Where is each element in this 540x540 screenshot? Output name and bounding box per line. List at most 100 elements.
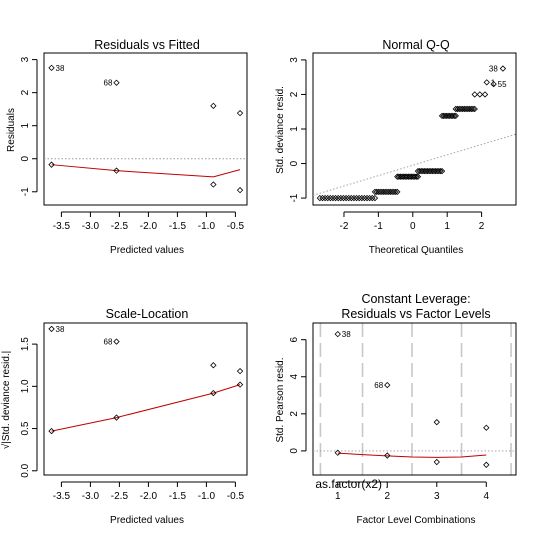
qq-data-point (345, 194, 352, 202)
qq-data-point (452, 112, 459, 120)
scale-location-panel: Scale-Location Predicted values √|Std. d… (0, 307, 248, 526)
qq-data-point (329, 194, 337, 202)
qq-data-point (394, 188, 401, 196)
qq-data-point (413, 173, 420, 180)
qq-point-label: 55 (498, 80, 507, 89)
normal-qq-xlabel: Theoretical Quantiles (369, 245, 464, 256)
qq-y-tick-label: 3 (289, 57, 300, 63)
rfl-point-label: 38 (342, 330, 351, 339)
rfl-data-point (334, 449, 341, 456)
qq-data-point (469, 105, 477, 113)
qq-data-point (378, 188, 385, 196)
rfl-y-tick-label: 2 (289, 411, 300, 417)
sl-x-tick-label: -0.5 (227, 491, 245, 502)
sl-data-point (113, 338, 120, 345)
rvf-y-tick-label: -1 (20, 187, 31, 196)
qq-data-point (385, 188, 392, 196)
qq-x-tick-label: -1 (374, 221, 383, 232)
rvf-data-point (48, 64, 55, 72)
qq-data-point (340, 194, 347, 202)
qq-data-point (438, 167, 446, 175)
rfl-y-tick-label: 6 (289, 336, 300, 342)
qq-data-point (490, 80, 497, 88)
rfl-data-point (433, 419, 440, 426)
qq-reference-line (312, 133, 517, 196)
qq-x-tick-label: 2 (479, 221, 485, 232)
qq-data-point (454, 105, 461, 113)
qq-data-point (342, 194, 350, 202)
qq-data-point (373, 188, 380, 196)
rfl-smooth-line (337, 452, 487, 458)
rvf-x-tick-label: -2.5 (111, 221, 129, 232)
rvf-x-tick-label: -3.0 (82, 221, 100, 232)
qq-data-point (392, 188, 399, 196)
qq-y-tick-label: -1 (289, 193, 300, 202)
rvf-plot-frame (43, 52, 248, 206)
residuals-vs-factor-levels-xlabel: Factor Level Combinations (357, 515, 476, 526)
sl-data-point (236, 381, 244, 388)
residuals-vs-fitted-xlabel: Predicted values (110, 245, 184, 256)
qq-data-point (356, 194, 363, 202)
qq-data-point (461, 105, 468, 113)
sl-x-tick-label: -2.5 (111, 491, 129, 502)
rvf-smooth-line (51, 164, 241, 178)
sl-data-point (48, 427, 55, 435)
rvf-y-tick-label: 0 (20, 156, 31, 162)
qq-data-point (376, 188, 384, 196)
qq-data-point (324, 194, 331, 202)
qq-data-point (483, 79, 490, 86)
qq-y-tick-label: 2 (289, 91, 300, 97)
qq-data-point (437, 167, 444, 175)
rfl-point-label: 68 (374, 381, 383, 390)
sl-x-tick-label: -1.5 (169, 491, 187, 502)
sl-point-label: 68 (104, 338, 113, 347)
rvf-x-tick-label: -2.0 (140, 221, 158, 232)
qq-data-point (335, 194, 342, 202)
rvf-data-point (113, 167, 120, 174)
rfl-y-tick-label: 4 (289, 374, 300, 380)
qq-data-point (388, 188, 396, 196)
scale-location-title: Scale-Location (106, 307, 189, 321)
sl-smooth-line (51, 384, 241, 432)
sl-y-tick-label: 1.5 (20, 337, 31, 351)
sl-data-point (210, 389, 217, 397)
factor-name-label: as.factor(x2) : (315, 477, 388, 491)
rvf-point-label: 38 (56, 64, 65, 73)
qq-x-tick-label: 1 (444, 221, 450, 232)
qq-data-point (350, 194, 358, 202)
residuals-vs-factor-levels-ylabel: Std. Pearson resid. (275, 357, 286, 442)
qq-data-point (476, 91, 484, 98)
rfl-x-tick-label: 4 (484, 491, 490, 502)
qq-data-point (459, 105, 466, 113)
normal-qq-ylabel: Std. deviance resid. (275, 86, 286, 174)
sl-y-tick-label: 0.0 (20, 463, 31, 477)
qq-y-tick-label: 1 (289, 126, 300, 132)
rfl-y-tick-label: 0 (289, 448, 300, 454)
qq-data-point (321, 194, 329, 202)
rvf-data-point (210, 181, 217, 188)
sl-x-tick-label: -2.0 (140, 491, 158, 502)
residuals-vs-fitted-panel: Residuals vs Fitted Predicted values Res… (6, 38, 248, 256)
qq-data-point (327, 194, 334, 202)
rvf-x-tick-label: -3.5 (53, 221, 71, 232)
rfl-plot-frame (312, 322, 517, 476)
rvf-data-point (236, 186, 244, 194)
rvf-data-point (210, 102, 217, 110)
qq-data-point (369, 194, 376, 202)
qq-data-point (316, 194, 324, 202)
rfl-data-point (384, 452, 391, 459)
rfl-x-tick-label: 1 (335, 491, 341, 502)
qq-data-point (337, 194, 345, 202)
rvf-data-point (48, 161, 55, 168)
sl-x-tick-label: -3.0 (82, 491, 100, 502)
residuals-vs-fitted-title: Residuals vs Fitted (94, 38, 200, 52)
rfl-data-point (384, 381, 391, 389)
qq-data-point (452, 105, 459, 113)
qq-y-tick-label: 0 (289, 160, 300, 166)
qq-data-point (319, 194, 326, 202)
rvf-data-point (236, 109, 244, 117)
rfl-x-tick-label: 3 (434, 491, 440, 502)
qq-x-tick-label: -2 (340, 221, 349, 232)
rvf-point-label: 68 (104, 79, 113, 88)
